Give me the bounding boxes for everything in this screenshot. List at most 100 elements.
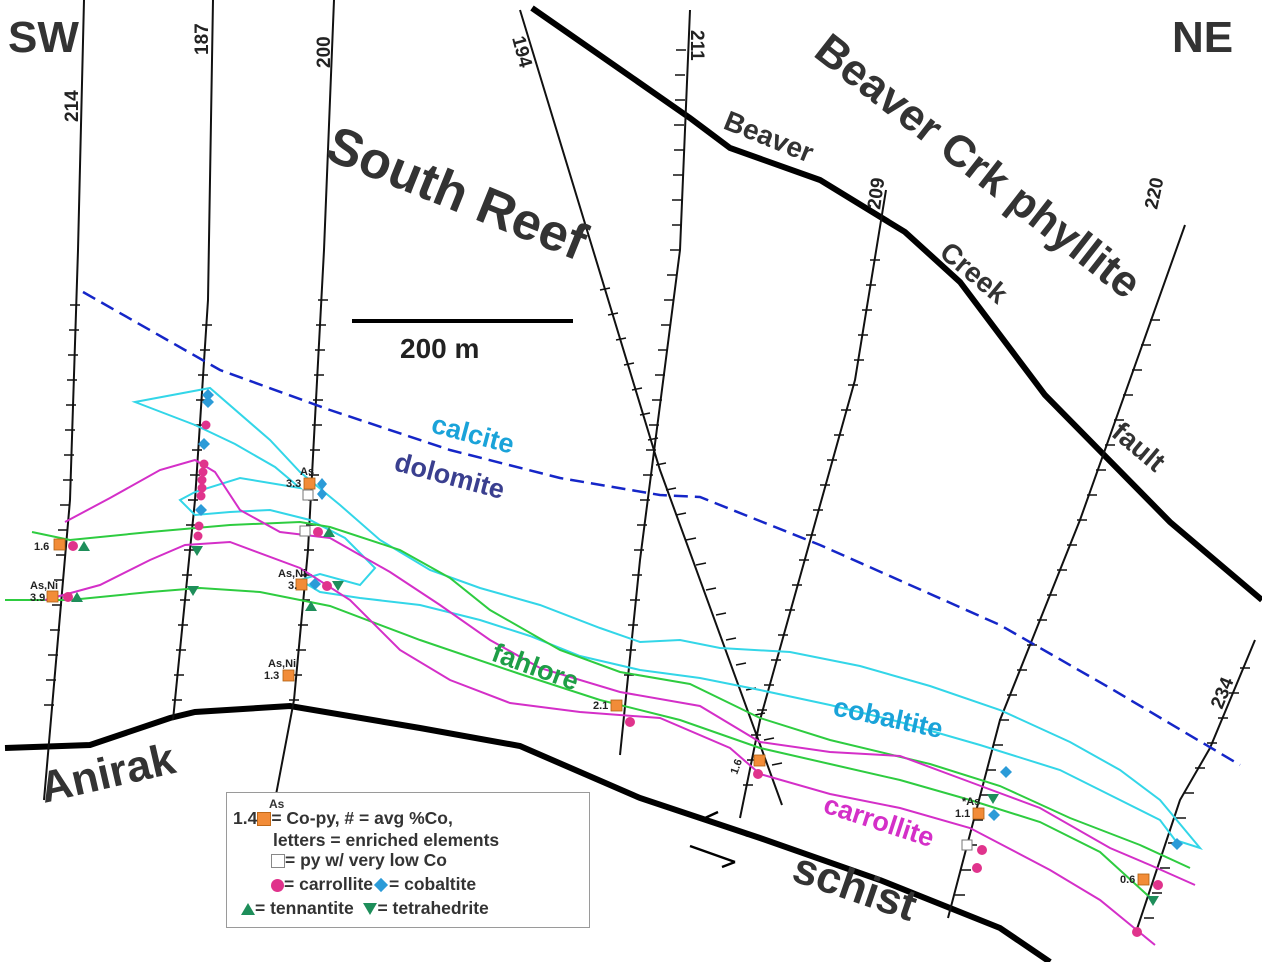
annotation-text: 1.6 — [729, 758, 746, 776]
carrollite-dot — [313, 527, 323, 537]
carrollite-dot — [1132, 927, 1142, 937]
carrollite-line-lower — [44, 540, 1156, 946]
annotation-text: 1.3 — [264, 670, 279, 682]
copy-square — [972, 807, 985, 820]
tetrahedrite-triangle — [191, 546, 203, 556]
cobaltite-diamond — [202, 389, 214, 401]
annotation-text: 3.3 — [286, 478, 301, 490]
carrollite-dot — [197, 475, 207, 485]
mineral-label-calcite: calcite — [428, 409, 517, 460]
cobaltite-diamond — [202, 396, 214, 408]
carrollite-dot — [201, 420, 211, 430]
annotation-text: As — [300, 466, 314, 478]
cobaltite-envelope — [131, 386, 1203, 850]
drillhole-187 — [172, 0, 214, 721]
drillhole-194 — [519, 9, 783, 806]
legend-tennantite-label: = tennantite — [255, 898, 354, 918]
anirak-contact-line — [4, 702, 1052, 962]
legend-copy-label: = Co-py, # = avg %Co, — [271, 808, 453, 828]
carrollite-dot — [196, 491, 206, 501]
carrollite-dot — [63, 592, 73, 602]
carrollite-dot — [625, 717, 635, 727]
drillhole-label-187: 187 — [192, 23, 213, 55]
copy-square — [1137, 873, 1150, 886]
legend-py-label: = py w/ very low Co — [285, 850, 447, 870]
tennantite-triangle — [305, 601, 317, 611]
legend-cobaltite-label: = cobaltite — [389, 874, 477, 894]
annotation-text: As,Ni — [30, 580, 58, 592]
copy-square-icon — [257, 812, 272, 827]
carrollite-dot — [199, 459, 209, 469]
tetrahedrite-triangle — [987, 794, 999, 804]
carrollite-dot — [977, 845, 987, 855]
drillhole-label-234: 234 — [1207, 674, 1239, 712]
drillhole-label-194: 194 — [507, 34, 536, 70]
corner-sw: SW — [8, 13, 79, 62]
carrollite-dot — [197, 483, 207, 493]
fault-movement-arrows — [689, 810, 749, 869]
tennantite-triangle — [323, 527, 335, 537]
drillhole-label-209: 209 — [864, 176, 889, 210]
corner-ne: NE — [1172, 13, 1233, 62]
drillhole-211 — [619, 9, 691, 756]
tennantite-triangle-icon — [241, 903, 255, 916]
legend-number: 1.4 — [233, 808, 258, 828]
cobaltite-diamond — [198, 438, 210, 450]
cobaltite-diamond — [1171, 838, 1183, 850]
drillhole-label-200: 200 — [314, 36, 335, 68]
copy-square — [753, 754, 766, 767]
annotation-text: As,Ni — [268, 658, 296, 670]
carrollite-dot-icon — [271, 878, 284, 892]
cobaltite-diamond — [988, 809, 1000, 821]
copy-square — [282, 669, 295, 682]
scale-bar: 200 m — [352, 319, 573, 364]
drillhole-label-214: 214 — [62, 90, 83, 122]
mineral-label-carrollite: carrollite — [820, 789, 938, 853]
copy-square — [610, 699, 623, 712]
legend-top-note: As — [269, 797, 285, 811]
copy-square — [46, 590, 59, 603]
carrollite-dot — [1153, 880, 1163, 890]
annotation-text: As,Ni — [278, 568, 306, 580]
cobaltite-diamond — [317, 478, 327, 490]
drillhole-ticks — [44, 49, 1250, 919]
calcite-dolomite-contact — [82, 290, 1241, 767]
carrollite-dot — [194, 521, 204, 531]
mineral-label-fahlore: fahlore — [488, 637, 583, 696]
carrollite-dot — [753, 769, 763, 779]
copy-square — [295, 578, 308, 591]
legend-fahlore-row: = tennantite = tetrahedrite — [241, 899, 489, 917]
carrollite-dot — [322, 581, 332, 591]
tetrahedrite-triangle — [332, 581, 344, 591]
legend-copy-row: 1.4 = Co-py, # = avg %Co, — [233, 809, 453, 827]
drillhole-label-220: 220 — [1141, 176, 1168, 211]
annotation-text: 1.6 — [34, 541, 49, 553]
annotation-text: *As — [962, 796, 980, 808]
sample-markers — [46, 389, 1183, 937]
legend-tetrahedrite-label: = tetrahedrite — [377, 898, 489, 918]
legend-carrollite-label: = carrollite — [284, 874, 374, 894]
py-open-square — [299, 525, 311, 537]
legend-letters-row: letters = enriched elements — [273, 830, 500, 850]
label-schist: schist — [787, 843, 924, 931]
mineral-label-cobaltite: cobaltite — [831, 692, 946, 744]
copy-square — [303, 477, 316, 490]
annotation-text: 3. — [288, 580, 297, 592]
carrollite-dot — [972, 863, 982, 873]
drillhole-label-211: 211 — [686, 30, 707, 61]
py-square-icon — [271, 854, 285, 869]
carrollite-dot — [198, 467, 208, 477]
beaver-creek-fault-line — [530, 5, 1262, 603]
drillhole-214 — [43, 0, 85, 801]
carrollite-dot — [193, 531, 203, 541]
tennantite-triangle — [78, 541, 90, 551]
tetrahedrite-triangle — [187, 586, 199, 596]
cobaltite-diamond-icon — [373, 878, 389, 893]
cobaltite-diamond — [317, 488, 327, 500]
py-open-square — [961, 839, 973, 851]
fahlore-line-upper — [31, 520, 1191, 869]
label-south-reef: South Reef — [319, 115, 596, 272]
legend-py-row: = py w/ very low Co — [271, 851, 447, 869]
py-open-square — [302, 489, 314, 501]
tennantite-triangle — [71, 592, 83, 602]
